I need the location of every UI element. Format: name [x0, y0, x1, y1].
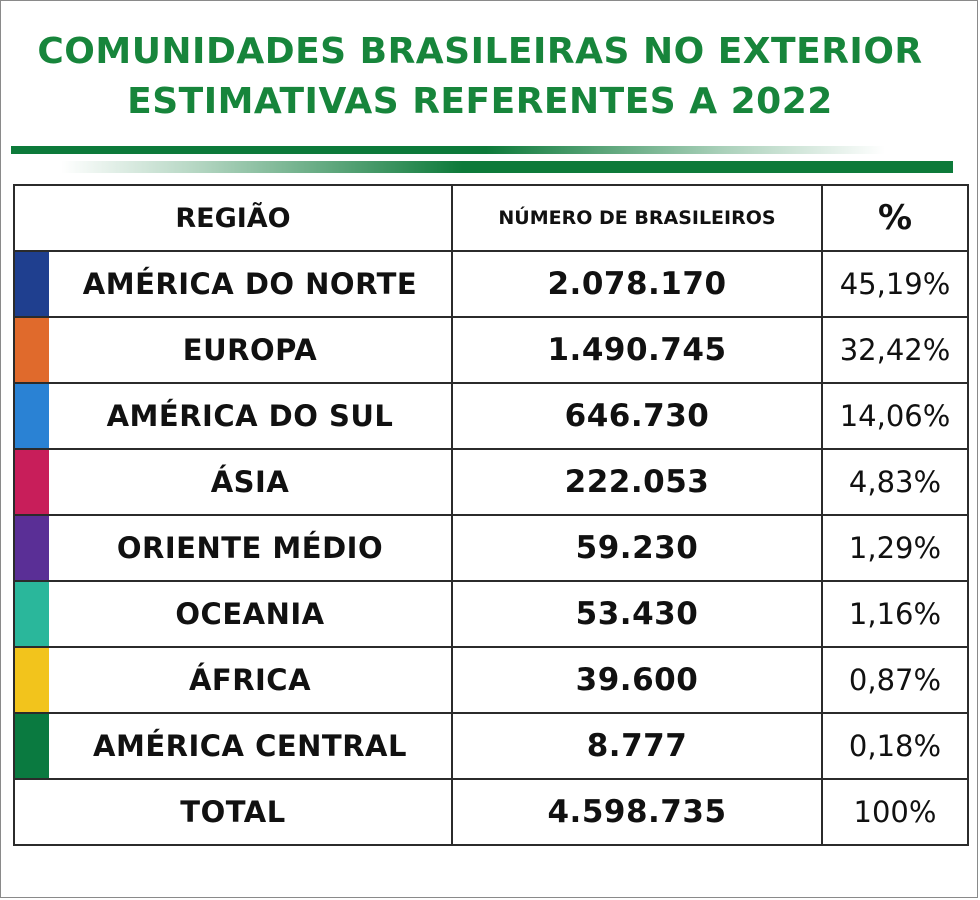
count-cell: 1.490.745: [451, 316, 823, 384]
header-count: NÚMERO DE BRASILEIROS: [451, 184, 823, 252]
count-cell: 222.053: [451, 448, 823, 516]
percent-cell: 14,06%: [821, 382, 969, 450]
region-cell: ORIENTE MÉDIO: [13, 514, 453, 582]
total-label-cell: TOTAL: [13, 778, 453, 846]
region-color-swatch: [15, 252, 49, 316]
region-name: OCEANIA: [175, 597, 325, 631]
region-color-swatch: [15, 648, 49, 712]
region-name: EUROPA: [182, 333, 318, 367]
title-line-1: COMUNIDADES BRASILEIRAS NO EXTERIOR: [37, 31, 923, 72]
region-cell: EUROPA: [13, 316, 453, 384]
region-cell: ÁSIA: [13, 448, 453, 516]
region-name: AMÉRICA CENTRAL: [93, 729, 407, 763]
total-label: TOTAL: [180, 795, 286, 829]
region-name: ORIENTE MÉDIO: [116, 531, 384, 565]
percent-cell: 0,18%: [821, 712, 969, 780]
region-color-swatch: [15, 582, 49, 646]
region-cell: AMÉRICA DO NORTE: [13, 250, 453, 318]
table-row: ORIENTE MÉDIO 59.230 1,29%: [13, 514, 969, 582]
total-percent-cell: 100%: [821, 778, 969, 846]
percent-cell: 4,83%: [821, 448, 969, 516]
count-cell: 2.078.170: [451, 250, 823, 318]
region-name: ÁSIA: [210, 465, 290, 499]
region-color-swatch: [15, 318, 49, 382]
header-region: REGIÃO: [13, 184, 453, 252]
region-color-swatch: [15, 450, 49, 514]
percent-cell: 1,16%: [821, 580, 969, 648]
title-line-2: ESTIMATIVAS REFERENTES A 2022: [127, 81, 833, 122]
table-row: AMÉRICA DO NORTE 2.078.170 45,19%: [13, 250, 969, 318]
region-cell: ÁFRICA: [13, 646, 453, 714]
count-cell: 53.430: [451, 580, 823, 648]
table-header-row: REGIÃO NÚMERO DE BRASILEIROS %: [13, 184, 969, 252]
header-percent-label: %: [877, 198, 913, 238]
brazilians-abroad-table: REGIÃO NÚMERO DE BRASILEIROS % AMÉRICA D…: [13, 184, 969, 846]
percent-cell: 0,87%: [821, 646, 969, 714]
table-row: AMÉRICA CENTRAL 8.777 0,18%: [13, 712, 969, 780]
region-color-swatch: [15, 714, 49, 778]
count-cell: 8.777: [451, 712, 823, 780]
header-region-label: REGIÃO: [175, 202, 291, 234]
table-row: OCEANIA 53.430 1,16%: [13, 580, 969, 648]
header-count-label: NÚMERO DE BRASILEIROS: [498, 207, 776, 229]
percent-cell: 1,29%: [821, 514, 969, 582]
percent-cell: 32,42%: [821, 316, 969, 384]
title-underline-gradient: [11, 146, 961, 154]
count-cell: 646.730: [451, 382, 823, 450]
header-percent: %: [821, 184, 969, 252]
total-row: TOTAL 4.598.735 100%: [13, 778, 969, 846]
count-cell: 59.230: [451, 514, 823, 582]
region-color-swatch: [15, 384, 49, 448]
count-cell: 39.600: [451, 646, 823, 714]
title-underline-bar: [61, 161, 953, 173]
region-name: AMÉRICA DO NORTE: [82, 267, 418, 301]
table-row: ÁFRICA 39.600 0,87%: [13, 646, 969, 714]
table-row: ÁSIA 222.053 4,83%: [13, 448, 969, 516]
region-cell: AMÉRICA CENTRAL: [13, 712, 453, 780]
table-row: EUROPA 1.490.745 32,42%: [13, 316, 969, 384]
region-color-swatch: [15, 516, 49, 580]
table-row: AMÉRICA DO SUL 646.730 14,06%: [13, 382, 969, 450]
region-name: ÁFRICA: [188, 663, 312, 697]
percent-cell: 45,19%: [821, 250, 969, 318]
region-cell: AMÉRICA DO SUL: [13, 382, 453, 450]
total-count-cell: 4.598.735: [451, 778, 823, 846]
region-cell: OCEANIA: [13, 580, 453, 648]
region-name: AMÉRICA DO SUL: [106, 399, 394, 433]
